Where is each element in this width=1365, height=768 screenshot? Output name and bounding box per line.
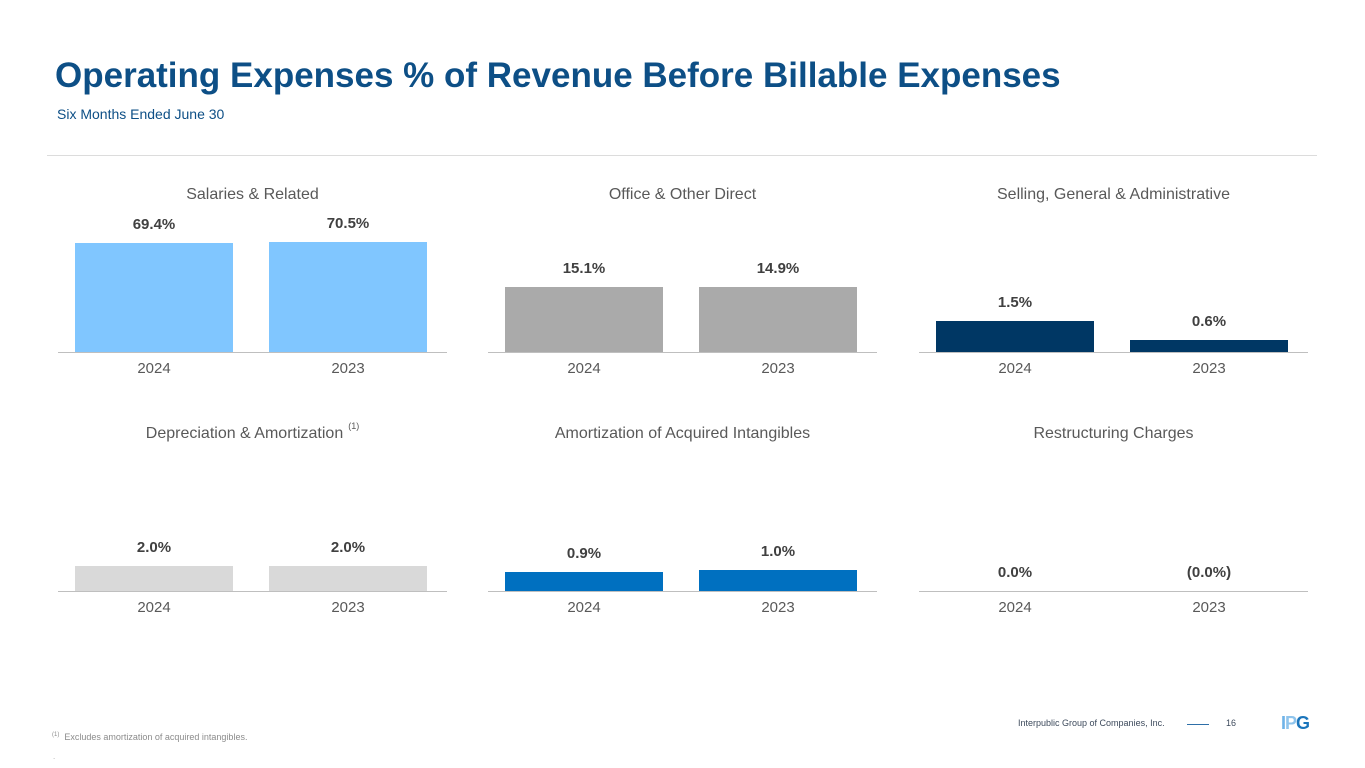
- x-axis-line: [58, 352, 447, 353]
- x-tick-label: 2023: [331, 599, 365, 616]
- footnote-mark: (1): [52, 732, 60, 738]
- data-label: 15.1%: [562, 259, 606, 277]
- page-subtitle: Six Months Ended June 30: [57, 106, 225, 122]
- bar: [269, 241, 427, 352]
- ipg-logo: IPG: [1281, 713, 1310, 733]
- bar: [75, 243, 233, 352]
- chart-title: Amortization of Acquired Intangibles: [488, 425, 877, 443]
- data-label: 0.0%: [997, 564, 1033, 581]
- chart-title: Office & Other Direct: [488, 186, 877, 204]
- x-tick-label: 2024: [567, 599, 601, 616]
- x-tick-label: 2023: [761, 360, 795, 377]
- x-tick-label: 2024: [137, 360, 171, 377]
- data-label: 14.9%: [756, 260, 800, 278]
- chart-panel: Selling, General & Administrative 1.5% 202…: [919, 180, 1308, 390]
- chart-title: Depreciation & Amortization (1): [58, 421, 447, 443]
- data-label: 1.5%: [997, 294, 1033, 312]
- x-axis-line: [919, 591, 1308, 592]
- chart-title-text: Depreciation & Amortization: [145, 425, 344, 442]
- data-label: 2.0%: [136, 539, 172, 556]
- x-tick-label: 2023: [1192, 360, 1226, 377]
- data-label: 69.4%: [132, 216, 176, 234]
- chart-title: Restructuring Charges: [919, 425, 1308, 443]
- bar: [699, 570, 857, 591]
- x-tick-label: 2024: [998, 360, 1032, 377]
- x-tick-label: 2023: [761, 599, 795, 616]
- chart-title: Salaries & Related: [58, 186, 447, 204]
- footnote: (1) Excludes amortization of acquired int…: [52, 732, 247, 742]
- chart-title-text: Salaries & Related: [186, 186, 319, 203]
- bar: [505, 572, 663, 591]
- bar: [936, 321, 1094, 352]
- x-axis-line: [488, 591, 877, 592]
- footnote-text: Excludes amortization of acquired intang…: [64, 732, 248, 742]
- chart-title-text: Amortization of Acquired Intangibles: [554, 425, 811, 442]
- chart-title-text: Restructuring Charges: [1033, 425, 1194, 442]
- x-axis-line: [58, 591, 447, 592]
- divider: [47, 155, 1317, 156]
- chart-panel: Office & Other Direct 15.1% 2024 14.9% 2023: [488, 180, 877, 390]
- data-label: (0.0%): [1186, 564, 1232, 581]
- chart-panel: Depreciation & Amortization (1) 2.0% 2024 2.…: [58, 419, 447, 629]
- x-tick-label: 2024: [567, 360, 601, 377]
- x-axis-line: [919, 352, 1308, 353]
- page-title: Operating Expenses % of Revenue Before B…: [55, 56, 1061, 95]
- x-tick-label: 2023: [1192, 599, 1226, 616]
- chart-title-text: Selling, General & Administrative: [997, 186, 1230, 203]
- bar: [699, 287, 857, 352]
- bar: [505, 286, 663, 352]
- chart-title: Selling, General & Administrative: [919, 186, 1308, 204]
- data-label: 0.9%: [566, 545, 602, 563]
- footer-dash: [1187, 724, 1209, 725]
- footer-dot: .: [53, 752, 56, 761]
- x-tick-label: 2023: [331, 360, 365, 377]
- data-label: 0.6%: [1191, 312, 1227, 330]
- bar: [1130, 339, 1288, 352]
- data-label: 70.5%: [326, 214, 370, 232]
- x-axis-line: [488, 352, 877, 353]
- chart-panel: Amortization of Acquired Intangibles 0.9%…: [488, 419, 877, 629]
- data-label: 2.0%: [330, 539, 366, 556]
- bar: [269, 566, 427, 591]
- x-tick-label: 2024: [137, 599, 171, 616]
- company-name: Interpublic Group of Companies, Inc.: [1018, 718, 1165, 728]
- chart-panel: Salaries & Related 69.4% 2024 70.5% 2023: [58, 180, 447, 390]
- chart-title-text: Office & Other Direct: [608, 186, 757, 203]
- x-tick-label: 2024: [998, 599, 1032, 616]
- data-label: 1.0%: [760, 543, 796, 561]
- bar: [75, 566, 233, 591]
- chart-panel: Restructuring Charges 0.0% 2024 (0.0%) 2023: [919, 419, 1308, 629]
- footnote-ref: (1): [348, 421, 360, 431]
- page-number: 16: [1226, 718, 1237, 728]
